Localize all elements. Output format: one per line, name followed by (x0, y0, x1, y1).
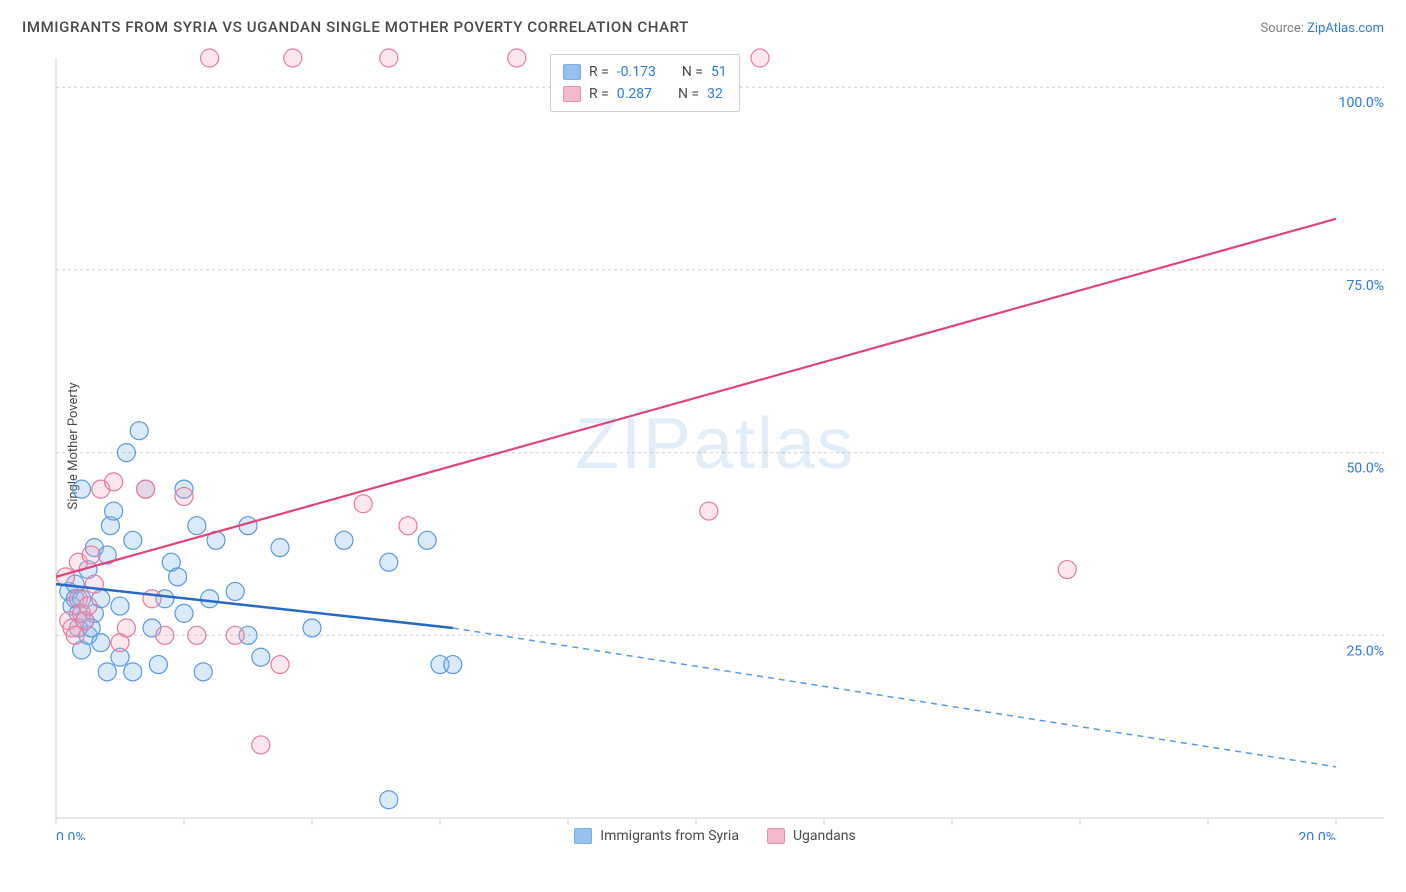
source-link[interactable]: ZipAtlas.com (1307, 21, 1384, 36)
legend-item-syria: Immigrants from Syria (574, 828, 739, 844)
source-attribution: Source: ZipAtlas.com (1260, 21, 1384, 36)
r-value-syria: -0.173 (617, 61, 656, 83)
swatch-syria (563, 64, 581, 80)
correlation-legend: R = -0.173 N = 51 R = 0.287 N = 32 (550, 54, 740, 112)
plot-area: 25.0%50.0%75.0%100.0%0.0%20.0% ZIPatlas … (46, 48, 1384, 840)
r-label: R = (589, 83, 609, 105)
r-value-uganda: 0.287 (617, 83, 652, 105)
swatch-uganda (563, 86, 581, 102)
svg-text:100.0%: 100.0% (1339, 95, 1384, 111)
n-value-uganda: 32 (707, 83, 723, 105)
source-prefix: Source: (1260, 21, 1307, 36)
series-legend: Immigrants from Syria Ugandans (46, 828, 1384, 844)
n-label: N = (678, 83, 699, 105)
legend-label-syria: Immigrants from Syria (600, 828, 739, 844)
legend-row-uganda: R = 0.287 N = 32 (563, 83, 727, 105)
chart-title: IMMIGRANTS FROM SYRIA VS UGANDAN SINGLE … (22, 18, 689, 36)
n-label: N = (682, 61, 703, 83)
legend-item-uganda: Ugandans (767, 828, 856, 844)
svg-text:75.0%: 75.0% (1346, 278, 1384, 294)
n-value-syria: 51 (711, 61, 727, 83)
r-label: R = (589, 61, 609, 83)
scatter-plot-svg: 25.0%50.0%75.0%100.0%0.0%20.0% (46, 48, 1384, 840)
legend-row-syria: R = -0.173 N = 51 (563, 61, 727, 83)
swatch-syria-icon (574, 828, 592, 844)
legend-label-uganda: Ugandans (793, 828, 856, 844)
svg-text:25.0%: 25.0% (1346, 643, 1384, 659)
chart-header: IMMIGRANTS FROM SYRIA VS UGANDAN SINGLE … (22, 18, 1384, 36)
swatch-uganda-icon (767, 828, 785, 844)
svg-text:50.0%: 50.0% (1346, 461, 1384, 477)
